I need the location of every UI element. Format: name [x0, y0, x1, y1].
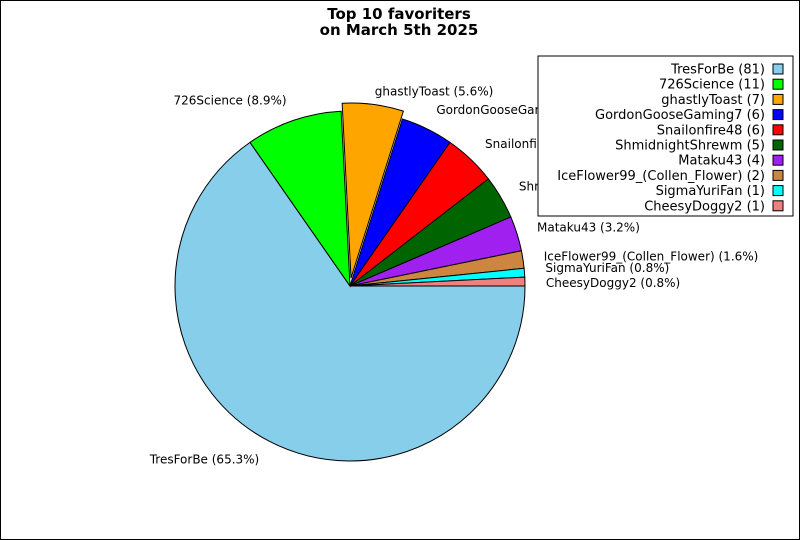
- legend-swatch: [772, 124, 784, 136]
- legend-swatch: [772, 200, 784, 212]
- legend-entry: 726Science (11): [659, 78, 765, 93]
- chart-title-line: on March 5th 2025: [320, 21, 479, 39]
- legend-swatch: [772, 185, 784, 197]
- legend-entry: Mataku43 (4): [678, 154, 765, 169]
- slice-label: IceFlower99_(Collen_Flower) (1.6%): [544, 249, 759, 263]
- slice-label: ghastlyToast (5.6%): [375, 85, 494, 99]
- legend-entry: Snailonfire48 (6): [657, 123, 765, 138]
- slice-label: 726Science (8.9%): [174, 94, 287, 108]
- legend: TresForBe (81)726Science (11)ghastlyToas…: [537, 55, 794, 217]
- pie-slice-tresforbe: [174, 141, 526, 462]
- legend-swatch: [772, 139, 784, 151]
- legend-entry: GordonGooseGaming7 (6): [595, 108, 765, 123]
- legend-entry: TresForBe (81): [670, 63, 765, 78]
- legend-swatch: [772, 109, 784, 121]
- pie-slice-ghastlytoast: [341, 102, 405, 279]
- slice-label: Mataku43 (3.2%): [537, 220, 640, 234]
- pie-slices: [174, 102, 526, 462]
- legend-swatch: [772, 78, 784, 90]
- slice-label: CheesyDoggy2 (0.8%): [546, 276, 680, 290]
- slice-label: SigmaYuriFan (0.8%): [545, 261, 669, 275]
- slice-label: TresForBe (65.3%): [149, 453, 260, 467]
- legend-entry: ghastlyToast (7): [661, 93, 765, 108]
- chart-title-line: Top 10 favoriters: [327, 5, 471, 23]
- legend-swatch: [772, 93, 784, 105]
- legend-swatch: [772, 169, 784, 181]
- legend-entry: IceFlower99_(Collen_Flower) (2): [557, 169, 765, 184]
- pie-slice-726science: [249, 110, 351, 288]
- legend-frame: [537, 55, 794, 217]
- pie-slice-cheesydoggy2: [349, 276, 526, 287]
- legend-entry: SigmaYuriFan (1): [656, 184, 765, 199]
- legend-swatch: [772, 63, 784, 75]
- legend-entry: CheesyDoggy2 (1): [644, 199, 765, 214]
- legend-swatch: [772, 154, 784, 166]
- legend-entry: ShmidnightShrewm (5): [615, 139, 765, 154]
